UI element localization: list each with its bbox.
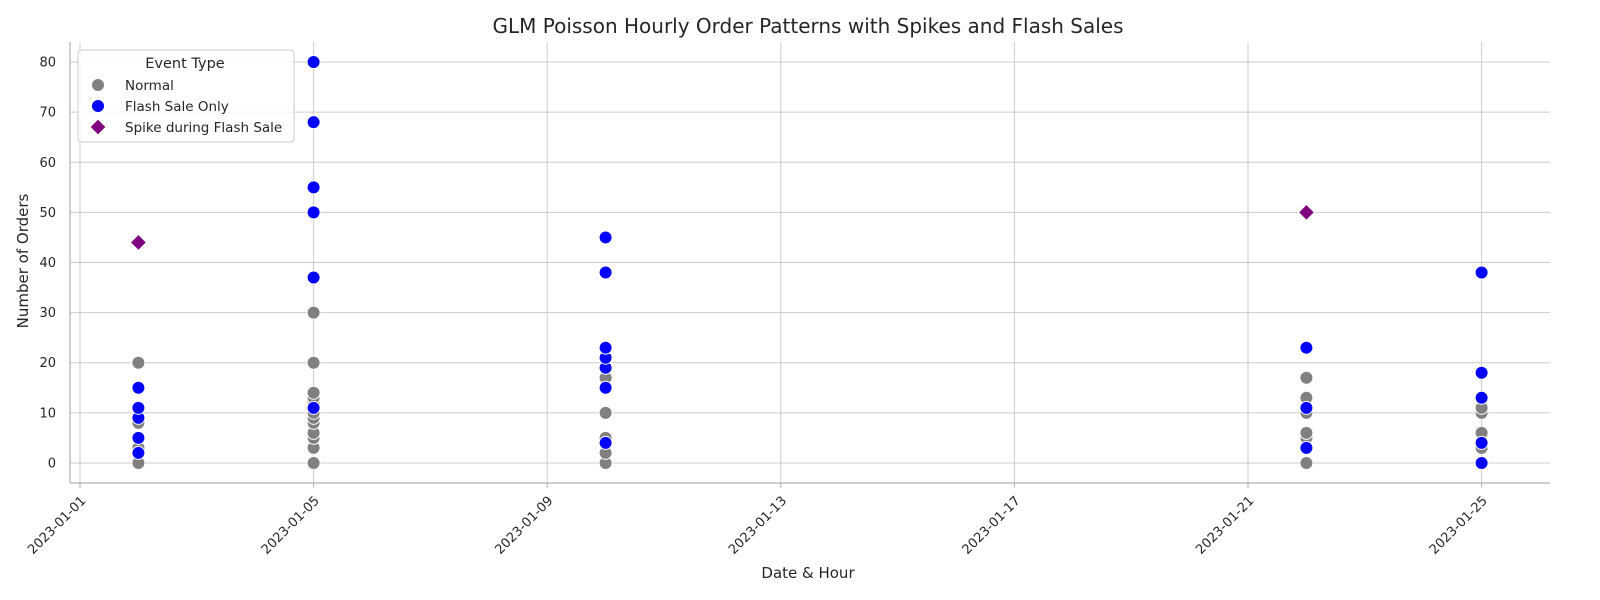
point-normal	[306, 355, 321, 370]
point-flash-sale-only	[598, 380, 613, 395]
y-tick-label: 70	[39, 106, 56, 121]
point-normal	[1299, 425, 1314, 440]
y-axis-label: Number of Orders	[14, 193, 32, 328]
point-flash-sale-only	[306, 180, 321, 195]
point-flash-sale-only	[1474, 265, 1489, 280]
point-flash-sale-only	[598, 340, 613, 355]
point-flash-sale-only	[1474, 390, 1489, 405]
point-flash-sale-only	[306, 115, 321, 130]
y-tick-label: 50	[39, 206, 56, 221]
chart-title: GLM Poisson Hourly Order Patterns with S…	[492, 14, 1123, 38]
point-normal	[1299, 370, 1314, 385]
y-tick-label: 20	[39, 356, 56, 371]
y-tick-label: 30	[39, 306, 56, 321]
point-normal	[1299, 455, 1314, 470]
x-tick-label: 2023-01-21	[1193, 494, 1257, 558]
point-flash-sale-only	[306, 400, 321, 415]
y-tick-label: 60	[39, 156, 56, 171]
legend: Event Type Normal Flash Sale Only Spike du…	[77, 49, 295, 143]
point-flash-sale-only	[1474, 365, 1489, 380]
x-tick-label: 2023-01-17	[960, 494, 1024, 558]
point-flash-sale-only	[598, 265, 613, 280]
point-flash-sale-only	[598, 435, 613, 450]
x-tick-label: 2023-01-09	[492, 494, 556, 558]
point-flash-sale-only	[131, 380, 146, 395]
legend-label-normal: Normal	[125, 78, 174, 94]
point-normal	[306, 455, 321, 470]
point-normal	[131, 355, 146, 370]
x-tick-label: 2023-01-25	[1427, 494, 1491, 558]
legend-marker-normal	[91, 78, 105, 92]
axes	[69, 42, 1550, 488]
point-flash-sale-only	[1299, 400, 1314, 415]
legend-marker-flash-sale-only	[91, 99, 105, 113]
point-spike-during-flash-sale	[1297, 203, 1316, 222]
x-axis-label: Date & Hour	[761, 564, 855, 582]
point-normal	[306, 385, 321, 400]
point-flash-sale-only	[598, 230, 613, 245]
y-tick-label: 0	[48, 456, 56, 471]
point-flash-sale-only	[306, 205, 321, 220]
point-flash-sale-only	[131, 445, 146, 460]
legend-marker-spike-during-flash-sale	[89, 118, 107, 136]
point-flash-sale-only	[306, 55, 321, 70]
point-flash-sale-only	[131, 400, 146, 415]
data-points	[129, 55, 1489, 470]
point-flash-sale-only	[131, 430, 146, 445]
legend-title: Event Type	[145, 56, 225, 72]
x-tick-label: 2023-01-13	[726, 494, 790, 558]
legend-items: Normal Flash Sale Only Spike during Flash …	[89, 78, 282, 136]
legend-frame	[77, 49, 295, 143]
y-tick-label: 80	[39, 56, 56, 71]
y-tick-label: 10	[39, 406, 56, 421]
x-tick-label: 2023-01-01	[25, 494, 89, 558]
y-tick-label: 40	[39, 256, 56, 271]
point-normal	[598, 405, 613, 420]
point-flash-sale-only	[1474, 455, 1489, 470]
point-flash-sale-only	[1299, 340, 1314, 355]
point-spike-during-flash-sale	[129, 233, 148, 252]
point-normal	[306, 305, 321, 320]
legend-label-flash-sale-only: Flash Sale Only	[125, 99, 229, 115]
point-flash-sale-only	[1299, 440, 1314, 455]
point-flash-sale-only	[1474, 435, 1489, 450]
point-flash-sale-only	[306, 270, 321, 285]
legend-label-spike-during-flash-sale: Spike during Flash Sale	[125, 120, 282, 136]
x-tick-label: 2023-01-05	[259, 494, 323, 558]
